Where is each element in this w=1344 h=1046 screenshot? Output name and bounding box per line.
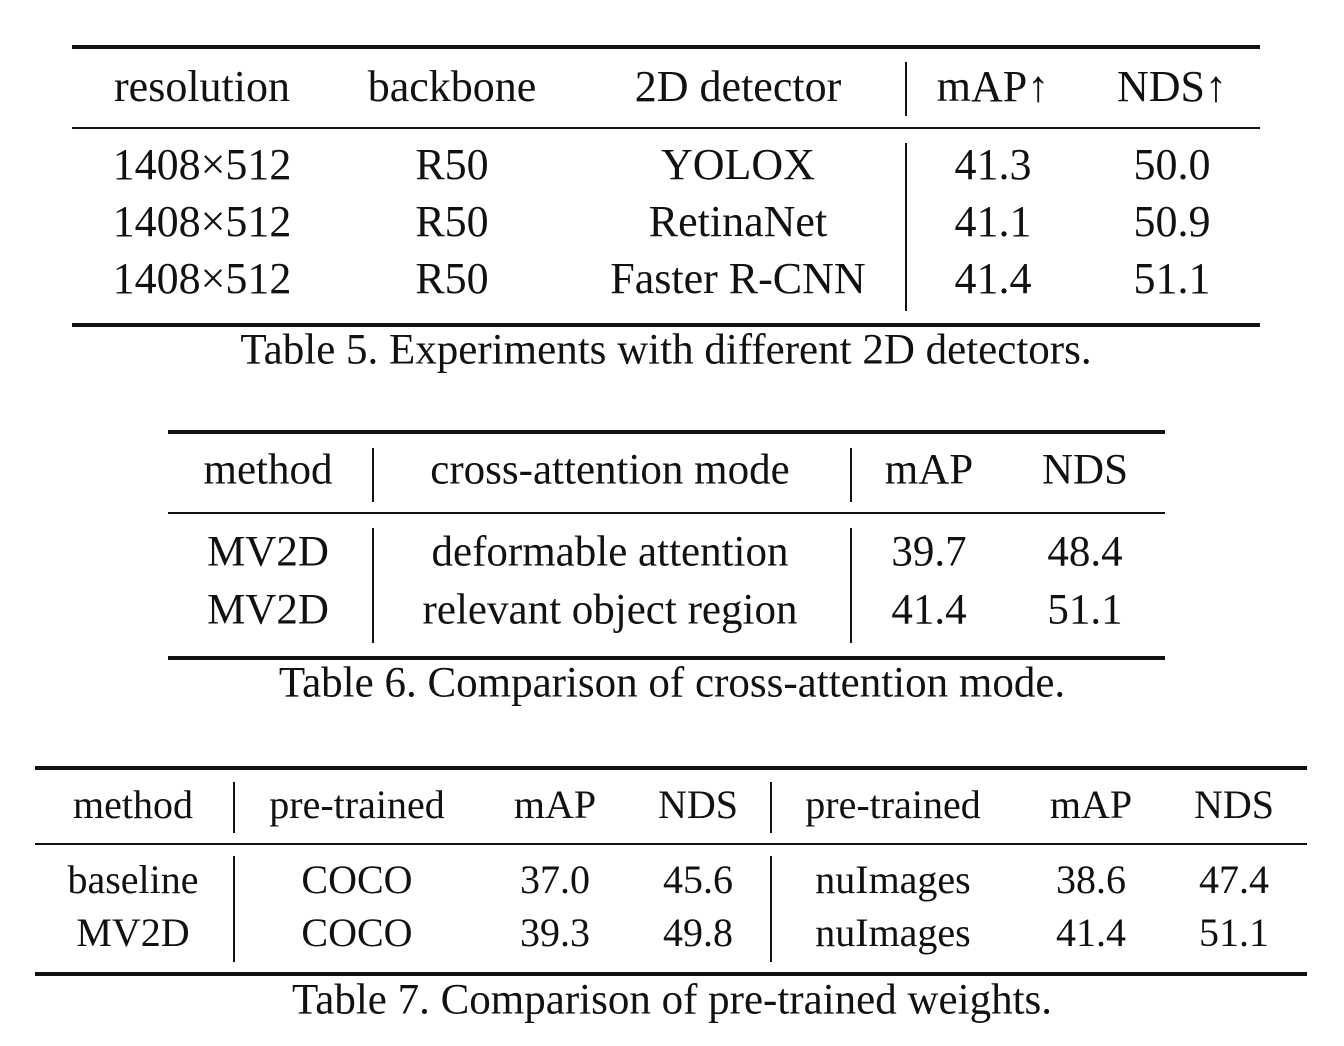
column-separator (850, 448, 852, 502)
table-cell: Faster R-CNN (610, 254, 866, 303)
table-cell: YOLOX (661, 140, 815, 189)
table-cell: 51.1 (1199, 910, 1269, 955)
table-caption: Table 6. Comparison of cross-attention m… (278, 659, 1066, 707)
table-cell: 48.4 (1047, 528, 1123, 576)
column-header: NDS (1041, 446, 1129, 494)
column-separator (372, 528, 374, 643)
column-header: method (203, 446, 333, 494)
column-header: pre-trained (805, 782, 981, 827)
column-separator (905, 143, 907, 311)
column-header: backbone (367, 62, 537, 111)
column-header: NDS (1193, 782, 1275, 827)
column-header: mAP (1049, 782, 1133, 827)
table-cell: 50.9 (1133, 197, 1211, 246)
column-header: mAP (513, 782, 597, 827)
column-header: pre-trained (269, 782, 445, 827)
column-separator (770, 782, 772, 833)
mid-rule (35, 843, 1307, 845)
table-cell: 51.1 (1047, 586, 1123, 634)
top-rule (168, 430, 1165, 434)
column-header: mAP (884, 446, 974, 494)
table-caption: Table 5. Experiments with different 2D d… (240, 326, 1092, 374)
bottom-rule (72, 323, 1260, 327)
column-header: NDS (657, 782, 739, 827)
column-header: mAP↑ (936, 62, 1050, 111)
table-cell: MV2D (76, 910, 190, 955)
column-header: method (73, 782, 193, 827)
column-header: 2D detector (634, 62, 842, 111)
column-separator (905, 62, 907, 116)
column-separator (372, 448, 374, 502)
table-cell: 41.4 (891, 586, 967, 634)
table-cell: baseline (67, 857, 199, 902)
table-cell: COCO (301, 910, 413, 955)
column-header: resolution (114, 62, 290, 111)
table-cell: deformable attention (431, 528, 789, 576)
column-separator (770, 856, 772, 962)
table-cell: nuImages (815, 910, 971, 955)
top-rule (35, 766, 1307, 770)
table-caption: Table 7. Comparison of pre-trained weigh… (291, 976, 1053, 1024)
table-cell: 47.4 (1199, 857, 1269, 902)
table-cell: 1408×512 (112, 140, 292, 189)
mid-rule (72, 127, 1260, 129)
table-cell: relevant object region (422, 586, 798, 634)
table-cell: R50 (415, 140, 489, 189)
table-cell: R50 (415, 197, 489, 246)
table-cell: 41.1 (954, 197, 1032, 246)
column-separator (233, 856, 235, 962)
column-header: cross-attention mode (430, 446, 790, 494)
table-cell: 1408×512 (112, 197, 292, 246)
column-separator (850, 528, 852, 643)
column-separator (233, 782, 235, 833)
table-cell: nuImages (815, 857, 971, 902)
table-cell: 38.6 (1056, 857, 1126, 902)
table-cell: R50 (415, 254, 489, 303)
bottom-rule (35, 972, 1307, 976)
table-cell: MV2D (207, 528, 329, 576)
table-cell: 37.0 (520, 857, 590, 902)
table-cell: MV2D (207, 586, 329, 634)
mid-rule (168, 512, 1165, 514)
bottom-rule (168, 656, 1165, 660)
table-cell: 50.0 (1133, 140, 1211, 189)
table-cell: 41.4 (1056, 910, 1126, 955)
table-cell: 49.8 (663, 910, 733, 955)
table-cell: 39.7 (891, 528, 967, 576)
table-cell: COCO (301, 857, 413, 902)
table-cell: 39.3 (520, 910, 590, 955)
table-cell: 41.4 (954, 254, 1032, 303)
table-cell: 51.1 (1133, 254, 1211, 303)
top-rule (72, 45, 1260, 49)
table-cell: 45.6 (663, 857, 733, 902)
column-header: NDS↑ (1116, 62, 1228, 111)
table-cell: 1408×512 (112, 254, 292, 303)
table-cell: 41.3 (954, 140, 1032, 189)
table-cell: RetinaNet (648, 197, 828, 246)
